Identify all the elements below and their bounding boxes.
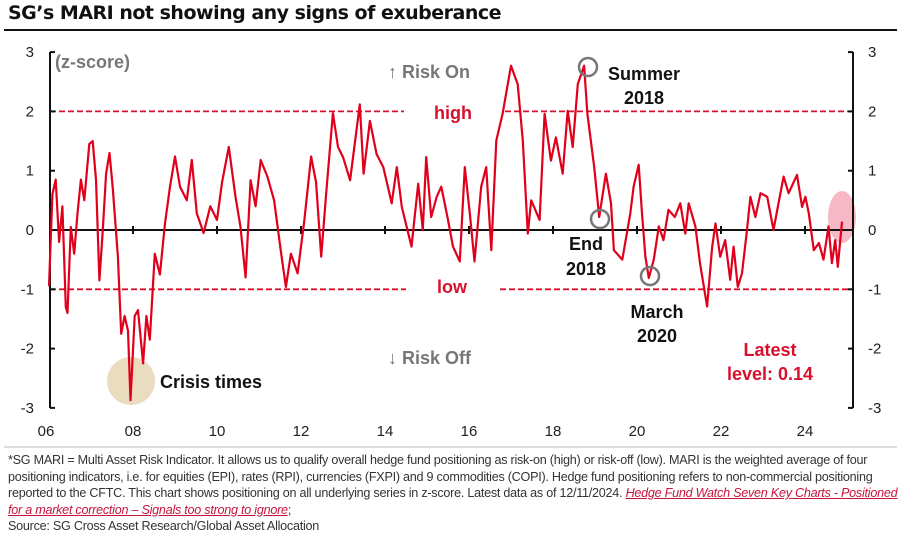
march-2020-label-year: 2020 bbox=[637, 326, 677, 346]
left-y-tick-label: 2 bbox=[26, 103, 34, 120]
right-y-tick-label: 3 bbox=[868, 44, 876, 61]
right-y-tick-label: -3 bbox=[868, 400, 881, 417]
high-threshold-label: high bbox=[434, 103, 472, 123]
latest-level-value: level: 0.14 bbox=[727, 364, 813, 384]
x-tick-label: 14 bbox=[377, 423, 394, 440]
right-y-tick-label: -2 bbox=[868, 341, 881, 358]
footnote-text: *SG MARI = Multi Asset Risk Indicator. I… bbox=[8, 453, 873, 500]
x-tick-label: 24 bbox=[797, 423, 814, 440]
mari-line-chart: 3 32 21 10 0-1 -1-2 -2-3 -306 08 10 12 14 16 18 20 22 24… bbox=[21, 44, 882, 440]
march-2020-marker bbox=[639, 265, 661, 287]
x-tick-label: 12 bbox=[293, 423, 310, 440]
left-y-tick-label: 0 bbox=[26, 222, 34, 239]
march-2020-label: March bbox=[630, 302, 683, 322]
summer-2018-label-year: 2018 bbox=[624, 88, 664, 108]
left-y-tick-label: 1 bbox=[26, 163, 34, 180]
x-tick-label: 22 bbox=[713, 423, 730, 440]
summer-2018-label: Summer bbox=[608, 64, 680, 84]
low-threshold-label: low bbox=[437, 277, 468, 297]
latest-level-label: Latest bbox=[743, 340, 796, 360]
x-tick-label: 08 bbox=[125, 423, 142, 440]
chart-title: SG’s MARI not showing any signs of exube… bbox=[8, 2, 502, 24]
x-tick-label: 18 bbox=[545, 423, 562, 440]
summer-2018-marker bbox=[577, 56, 599, 78]
x-tick-label: 10 bbox=[209, 423, 226, 440]
x-tick-label: 16 bbox=[461, 423, 478, 440]
footnote: *SG MARI = Multi Asset Risk Indicator. I… bbox=[8, 452, 898, 535]
right-y-tick-label: 0 bbox=[868, 222, 876, 239]
x-tick-label: 06 bbox=[38, 423, 55, 440]
end-2018-label: End bbox=[569, 234, 603, 254]
footnote-link-suffix: ; bbox=[287, 502, 292, 517]
mari-series-line bbox=[47, 64, 844, 402]
end-2018-label-year: 2018 bbox=[566, 259, 606, 279]
crisis-times-label: Crisis times bbox=[160, 372, 262, 392]
right-y-tick-label: 1 bbox=[868, 163, 876, 180]
footnote-divider bbox=[4, 446, 897, 448]
title-divider bbox=[4, 29, 897, 31]
left-y-tick-label: -2 bbox=[21, 341, 34, 358]
right-y-tick-label: 2 bbox=[868, 103, 876, 120]
report-link[interactable]: Hedge Fund Watch Seven Key Charts - Posi… bbox=[8, 486, 898, 517]
latest-highlight-ellipse bbox=[828, 191, 856, 243]
risk-off-label: ↓ Risk Off bbox=[388, 348, 472, 368]
left-y-tick-label: 3 bbox=[26, 44, 34, 61]
y-axis-unit-label: (z-score) bbox=[55, 52, 130, 72]
left-y-tick-label: -3 bbox=[21, 400, 34, 417]
risk-on-label: ↑ Risk On bbox=[388, 62, 470, 82]
end-2018-marker bbox=[589, 208, 611, 230]
right-y-tick-label: -1 bbox=[868, 281, 881, 298]
x-tick-label: 20 bbox=[629, 423, 646, 440]
left-y-tick-label: -1 bbox=[21, 281, 34, 298]
source-text: Source: SG Cross Asset Research/Global A… bbox=[8, 519, 320, 533]
